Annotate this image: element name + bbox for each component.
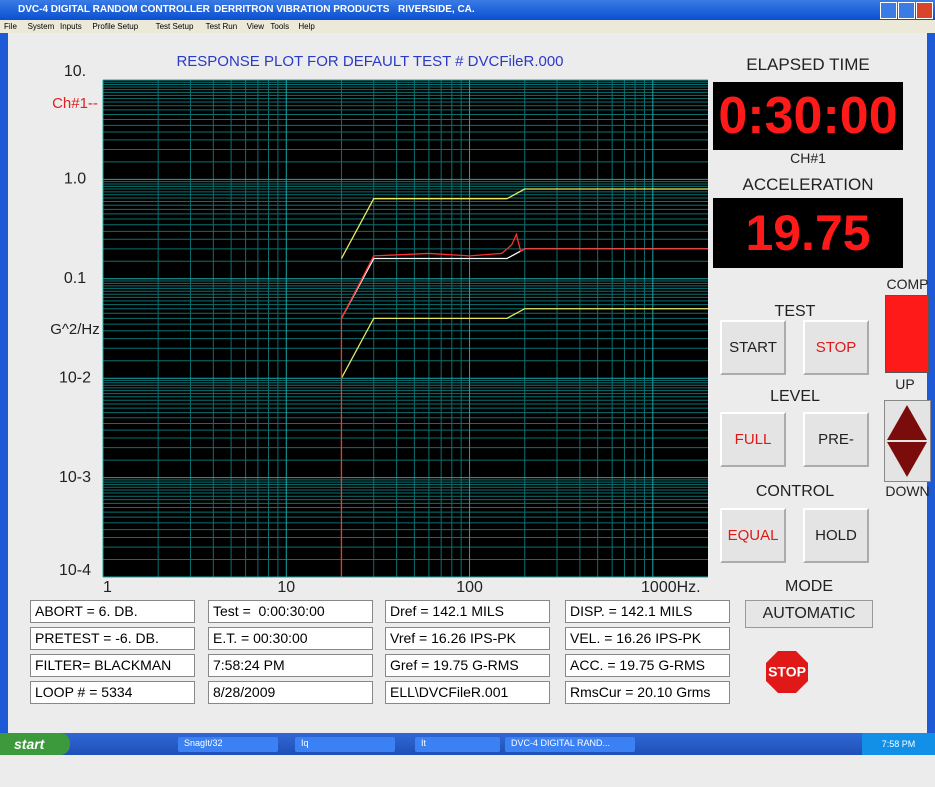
taskbar-item[interactable]: It (415, 737, 500, 752)
menu-item[interactable]: Tools (270, 22, 290, 31)
comp-label: COMP (886, 276, 929, 292)
title-text: RIVERSIDE, CA. (398, 4, 475, 15)
taskbar-item[interactable]: DVC-4 DIGITAL RAND... (505, 737, 635, 752)
info-cell: DISP. = 142.1 MILS (565, 600, 730, 623)
start-button[interactable]: start (0, 733, 70, 755)
info-cell: Dref = 142.1 MILS (385, 600, 550, 623)
taskbar-item[interactable]: Iq (295, 737, 395, 752)
mode-label: MODE (785, 578, 833, 595)
info-cell: LOOP # = 5334 (30, 681, 195, 704)
info-cell: Test = 0:00:30:00 (208, 600, 373, 623)
maximize-button[interactable] (898, 2, 915, 19)
channel-annotation: Ch#1-- (52, 95, 98, 112)
stop-sign[interactable]: STOP (765, 650, 809, 694)
title-bar: DVC-4 DIGITAL RANDOM CONTROLLER DERRITRO… (0, 0, 935, 20)
menu-item[interactable]: Profile Setup (92, 22, 139, 31)
y-tick-label: 10-2 (59, 369, 91, 386)
elapsed-label: ELAPSED TIME (746, 55, 870, 74)
info-cell: VEL. = 16.26 IPS-PK (565, 627, 730, 650)
x-tick-label: 1000Hz. (641, 579, 701, 596)
info-cell: RmsCur = 20.10 Grms (565, 681, 730, 704)
quantity-label: ACCELERATION (742, 175, 874, 194)
info-cell: ABORT = 6. DB. (30, 600, 195, 623)
close-button[interactable] (916, 2, 933, 19)
y-tick-label: 0.1 (64, 270, 86, 287)
mode-display: AUTOMATIC (745, 600, 873, 628)
stop-sign-text: STOP (768, 664, 806, 680)
elapsed-display: 0:30:00 (713, 82, 903, 150)
window-frame (927, 33, 935, 733)
button[interactable]: EQUAL (720, 508, 786, 563)
series-line (340, 188, 708, 259)
x-tick-label: 1 (103, 579, 112, 596)
test-label: TEST (774, 303, 816, 320)
info-cell: FILTER= BLACKMAN (30, 654, 195, 677)
title-text: DVC-4 DIGITAL RANDOM CONTROLLER (18, 4, 210, 15)
comp-indicator (885, 295, 929, 373)
up-label: UP (895, 376, 915, 392)
down-label: DOWN (885, 483, 930, 499)
chart-title: RESPONSE PLOT FOR DEFAULT TEST # DVCFile… (176, 53, 563, 70)
clock: 7:58 PM (862, 733, 935, 755)
plot-area (103, 80, 708, 577)
taskbar-item[interactable]: SnagIt/32 (178, 737, 278, 752)
y-tick-label: 1.0 (64, 171, 86, 188)
menu-item[interactable]: Test Setup (155, 22, 194, 31)
menu-item[interactable]: Help (298, 22, 315, 31)
up-down-button[interactable] (884, 400, 931, 482)
button[interactable]: START (720, 320, 786, 375)
minimize-button[interactable] (880, 2, 897, 19)
y-tick-label: 10-3 (59, 469, 91, 486)
menu-item[interactable]: System (27, 22, 55, 31)
menu-bar: File System Inputs Profile Setup Test Setup T… (0, 20, 935, 33)
info-cell: 7:58:24 PM (208, 654, 373, 677)
menu-item[interactable]: Inputs (60, 22, 82, 31)
level-label: LEVEL (770, 388, 820, 405)
channel-label: CH#1 (790, 150, 826, 166)
acceleration-display: 19.75 (713, 198, 903, 268)
menu-item[interactable]: View (246, 22, 264, 31)
button[interactable]: PRE- (803, 412, 869, 467)
info-cell: Vref = 16.26 IPS-PK (385, 627, 550, 650)
info-cell: 8/28/2009 (208, 681, 373, 704)
button[interactable]: FULL (720, 412, 786, 467)
info-cell: PRETEST = -6. DB. (30, 627, 195, 650)
x-tick-label: 100 (456, 579, 483, 596)
title-text: DERRITRON VIBRATION PRODUCTS (214, 4, 390, 15)
control-label: CONTROL (755, 483, 835, 500)
menu-item[interactable]: File (4, 22, 17, 31)
window-frame (0, 33, 8, 733)
button[interactable]: STOP (803, 320, 869, 375)
series-line (340, 232, 708, 577)
y-tick-label: 10. (64, 63, 86, 80)
button[interactable]: HOLD (803, 508, 869, 563)
y-tick-label: 10-4 (59, 562, 91, 579)
info-cell: ACC. = 19.75 G-RMS (565, 654, 730, 677)
info-cell: E.T. = 00:30:00 (208, 627, 373, 650)
screen: DVC-4 DIGITAL RANDOM CONTROLLER DERRITRO… (0, 0, 935, 755)
x-tick-label: 10 (277, 579, 295, 596)
chart: RESPONSE PLOT FOR DEFAULT TEST # DVCFile… (50, 53, 708, 596)
y-axis-label: G^2/Hz (50, 321, 100, 338)
series-line (340, 308, 708, 379)
info-cell: ELL\DVCFileR.001 (385, 681, 550, 704)
menu-item[interactable]: Test Run (205, 22, 238, 31)
info-cell: Gref = 19.75 G-RMS (385, 654, 550, 677)
